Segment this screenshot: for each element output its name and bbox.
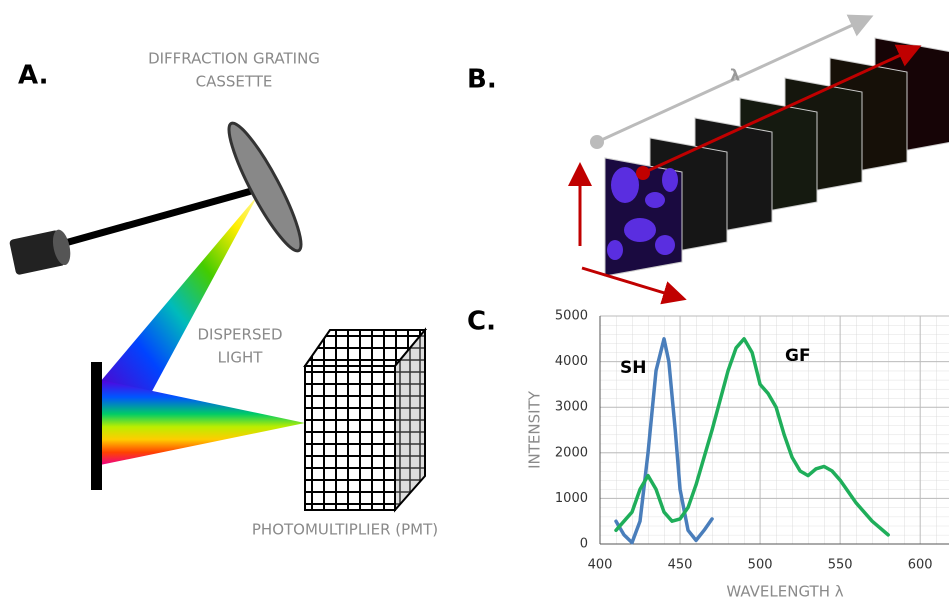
series-annotation: GF <box>785 346 811 366</box>
cell-blob <box>662 168 678 192</box>
figure: A. DIFFRACTION GRATING CASSETTE DISPERSE… <box>0 0 949 603</box>
panel-a: A. DIFFRACTION GRATING CASSETTE DISPERSE… <box>9 50 438 539</box>
lambda-label: λ <box>730 66 740 85</box>
x-tick-label: 500 <box>748 558 773 573</box>
dispersed-label: DISPERSED <box>198 326 283 344</box>
panel-c: C. 0 1000 2000 3000 4000 5000 400 450 500 550 600 S… <box>467 307 949 601</box>
axis-origin <box>590 135 604 149</box>
panel-label: A. <box>18 61 48 91</box>
panel-b: B. λ <box>467 18 949 298</box>
x-tick-label: 400 <box>588 558 613 573</box>
y-tick-label: 4000 <box>555 354 588 369</box>
y-tick-label: 2000 <box>555 445 588 460</box>
cell-blob <box>607 240 623 260</box>
grating-label: DIFFRACTION GRATING <box>148 50 320 68</box>
cell-blob <box>611 167 639 203</box>
slit-bar <box>91 362 102 490</box>
grating-label: CASSETTE <box>196 73 273 91</box>
y-tick-label: 5000 <box>555 309 588 324</box>
pixel-point <box>636 166 650 180</box>
dispersed-label: LIGHT <box>218 349 264 367</box>
x-tick-label: 550 <box>828 558 853 573</box>
x-arrow <box>582 268 681 298</box>
x-axis-label: WAVELENGTH λ <box>726 583 843 601</box>
panel-label: B. <box>467 65 497 95</box>
detector-label: PHOTOMULTIPLIER (PMT) <box>252 521 438 539</box>
dispersed-beam <box>100 380 305 465</box>
x-tick-label: 600 <box>908 558 933 573</box>
cell-blob <box>645 192 665 208</box>
y-tick-label: 3000 <box>555 400 588 415</box>
panel-label: C. <box>467 307 496 337</box>
pmt <box>305 330 425 510</box>
y-tick-label: 1000 <box>555 491 588 506</box>
cell-blob <box>624 218 656 242</box>
series-annotation: SH <box>620 358 646 378</box>
minor-grid <box>600 316 949 544</box>
x-tick-label: 450 <box>668 558 693 573</box>
y-tick-label: 0 <box>580 537 588 552</box>
lamp <box>9 228 73 275</box>
image-stack <box>605 38 949 276</box>
y-axis-label: INTENSITY <box>526 390 544 469</box>
cell-blob <box>655 235 675 255</box>
